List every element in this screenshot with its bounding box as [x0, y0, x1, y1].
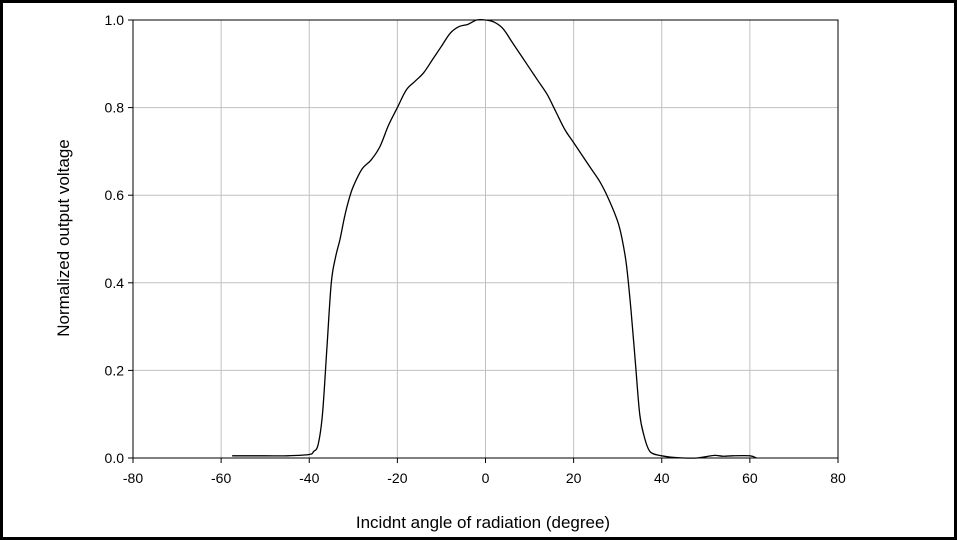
x-tick-label: -60	[211, 470, 231, 486]
grid-lines	[133, 20, 838, 458]
y-tick-label: 0.2	[105, 362, 125, 378]
y-tick-label: 1.0	[105, 12, 125, 28]
x-tick-label: -40	[299, 470, 319, 486]
x-tick-label: 80	[830, 470, 846, 486]
y-tick-label: 0.4	[105, 275, 125, 291]
y-axis-label: Normalized output voltage	[54, 139, 73, 337]
series-line	[232, 18, 757, 459]
x-tick-label: -80	[123, 470, 143, 486]
y-tick-label: 0.0	[105, 450, 125, 466]
x-axis-label: Incidnt angle of radiation (degree)	[356, 513, 610, 532]
y-tick-label: 0.8	[105, 100, 125, 116]
x-tick-label: -20	[387, 470, 407, 486]
y-tick-label: 0.6	[105, 187, 125, 203]
x-tick-label: 40	[654, 470, 670, 486]
x-tick-label: 0	[482, 470, 490, 486]
x-tick-label: 60	[742, 470, 758, 486]
y-axis-ticks: 0.0 0.2 0.4 0.6 0.8 1.0	[105, 12, 133, 466]
x-axis-ticks: -80 -60 -40 -20 0 20 40 60 80	[123, 458, 846, 486]
series-group	[232, 18, 757, 459]
x-tick-label: 20	[566, 470, 582, 486]
